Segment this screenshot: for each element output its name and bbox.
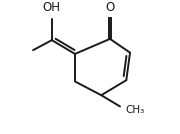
Text: OH: OH	[43, 1, 61, 14]
Text: CH₃: CH₃	[125, 105, 144, 115]
Text: O: O	[105, 1, 115, 14]
